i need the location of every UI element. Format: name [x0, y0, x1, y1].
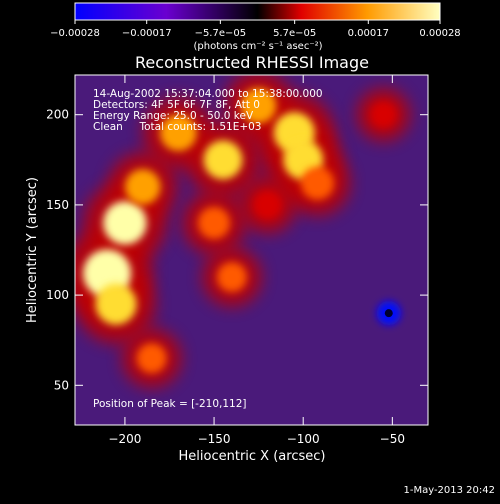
y-tick-label: 50 — [54, 378, 69, 392]
source-peak — [300, 166, 335, 200]
source-peak — [95, 283, 137, 325]
colorbar-tick-label: 0.00028 — [419, 28, 460, 39]
y-axis: 50 100 150 200 — [46, 108, 428, 392]
annotation-time: 14-Aug-2002 15:37:04.000 to 15:38:00.000 — [93, 88, 323, 100]
annotation-counts: Clean Total counts: 1.51E+03 — [93, 121, 262, 133]
annotation-energy: Energy Range: 25.0 - 50.0 keV — [93, 110, 254, 122]
annotations: 14-Aug-2002 15:37:04.000 to 15:38:00.000… — [93, 88, 323, 410]
x-axis-label: Heliocentric X (arcsec) — [179, 449, 326, 464]
x-tick-label: −100 — [287, 432, 320, 446]
annotation-peak: Position of Peak = [-210,112] — [93, 398, 247, 410]
y-tick-label: 200 — [46, 108, 69, 122]
source-peak — [160, 114, 197, 152]
source-peak — [240, 87, 277, 124]
footer-date: 1-May-2013 20:42 — [403, 485, 495, 496]
y-tick-label: 150 — [46, 198, 69, 212]
source-peak — [203, 140, 243, 180]
y-tick-label: 100 — [46, 288, 69, 302]
x-axis: −200 −150 −100 −50 — [108, 75, 405, 446]
plot-frame — [74, 74, 429, 426]
source-peak — [136, 343, 167, 374]
colorbar-tick-label: 0.00017 — [348, 28, 389, 39]
x-tick-label: −150 — [198, 432, 231, 446]
colorbar-tick-label: −0.00028 — [50, 28, 100, 39]
colorbar-gradient — [74, 2, 441, 21]
colorbar-ticks: −0.00028 −0.00017 −5.7e−05 5.7e−05 0.00017 0.… — [50, 20, 461, 39]
image-area — [75, 75, 428, 425]
source-peak — [217, 262, 247, 292]
y-axis-label: Heliocentric Y (arcsec) — [25, 177, 40, 323]
x-tick-label: −200 — [108, 432, 141, 446]
annotation-detectors: Detectors: 4F 5F 6F 7F 8F, Att 0 — [93, 99, 260, 111]
colorbar-tick-label: −0.00017 — [122, 28, 172, 39]
source-peak — [103, 201, 147, 245]
source-peak — [253, 190, 282, 220]
colorbar-tick-label: 5.7e−05 — [273, 28, 316, 39]
source-peak — [198, 206, 231, 239]
colorbar-tick-label: −5.7e−05 — [195, 28, 247, 39]
chart-title: Reconstructed RHESSI Image — [135, 53, 369, 72]
colorbar: −0.00028 −0.00017 −5.7e−05 5.7e−05 0.00017 0.… — [50, 2, 461, 52]
source-minimum-core — [384, 309, 393, 318]
colorbar-unit-label: (photons cm⁻² s⁻¹ asec⁻²) — [193, 41, 322, 52]
emission-sources — [75, 75, 410, 388]
x-tick-label: −50 — [380, 432, 405, 446]
source-peak — [125, 169, 161, 205]
source-peak — [370, 101, 397, 128]
